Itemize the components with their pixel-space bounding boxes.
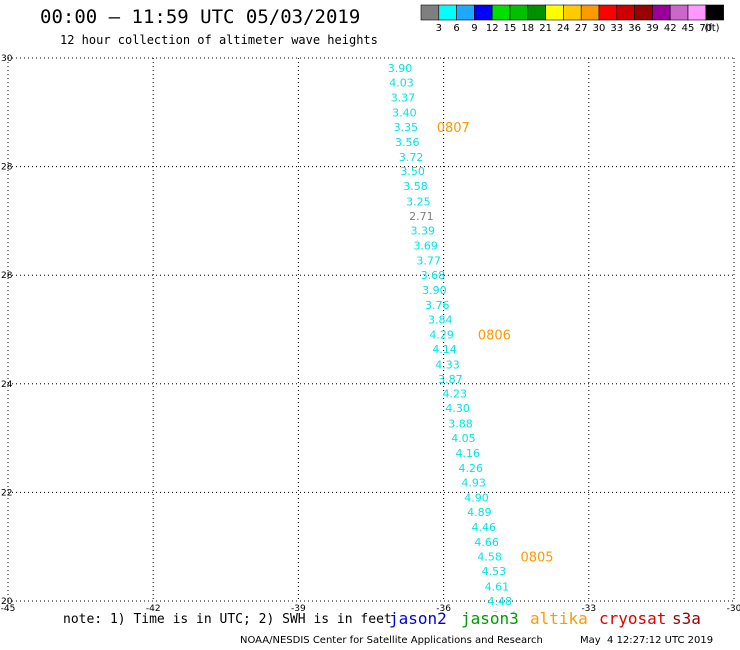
wave-height-value: 4.46 <box>472 521 497 534</box>
wave-height-value: 4.26 <box>458 462 483 475</box>
generation-timestamp: May 4 12:27:12 UTC 2019 <box>580 635 714 646</box>
y-tick-label: 22 <box>1 488 12 498</box>
y-tick-label: 28 <box>1 271 13 281</box>
wave-height-value: 5.04 <box>492 610 517 612</box>
wave-height-value: 3.69 <box>413 239 438 252</box>
x-tick-label: -45 <box>1 604 16 612</box>
wave-height-value: 4.29 <box>429 328 454 341</box>
y-tick-label: 30 <box>1 54 13 64</box>
x-tick-label: -33 <box>581 604 596 612</box>
y-tick-label: 24 <box>1 380 13 390</box>
wave-height-value: 4.61 <box>485 580 510 593</box>
wave-height-value: 3.68 <box>421 269 446 282</box>
footnote: note: 1) Time is in UTC; 2) SWH is in fe… <box>63 612 392 627</box>
wave-height-value: 3.39 <box>411 225 436 238</box>
wave-height-value: 3.58 <box>403 180 428 193</box>
satellite-altika-label: altika <box>530 609 588 628</box>
wave-height-value: 3.90 <box>422 284 447 297</box>
wave-height-value: 3.37 <box>391 92 416 105</box>
wave-height-value: 4.93 <box>461 477 486 490</box>
colorbar-tick-label: 6 <box>453 23 459 34</box>
credit-line: NOAA/NESDIS Center for Satellite Applica… <box>240 635 543 646</box>
x-tick-label: -39 <box>291 604 306 612</box>
altimeter-map-plot: -45 -42 -39 -36 -33 -302022242828303.904.033.… <box>1 54 740 612</box>
wave-height-value: 3.35 <box>394 121 419 134</box>
wave-height-value: 4.58 <box>477 550 502 563</box>
x-tick-label: -30 <box>727 604 740 612</box>
wave-height-value: 3.87 <box>438 373 463 386</box>
wave-height-value: 3.90 <box>388 62 413 75</box>
wave-height-value: 3.72 <box>399 151 424 164</box>
wave-height-value: 4.33 <box>435 358 460 371</box>
wave-height-value: 3.84 <box>428 314 453 327</box>
colorbar-tick-label: 3 <box>436 23 442 34</box>
colorbar-tick-label: 33 <box>610 23 623 34</box>
wave-height-value: 3.77 <box>416 255 441 268</box>
wave-height-value: 3.50 <box>400 165 425 178</box>
track-time-label: 0806 <box>478 328 511 343</box>
wave-height-value: 3.25 <box>406 195 431 208</box>
wave-height-value: 4.23 <box>442 388 467 401</box>
colorbar-tick-label: 36 <box>628 23 641 34</box>
colorbar-unit-label: (ft) <box>705 23 720 34</box>
satellite-jason2-label: jason2 <box>389 609 447 628</box>
colorbar-tick-label: 30 <box>593 23 606 34</box>
wave-height-value: 4.05 <box>451 432 476 445</box>
track-time-label: 0805 <box>520 550 553 565</box>
wave-height-value: 3.56 <box>395 136 420 149</box>
colorbar-tick-label: 45 <box>682 23 695 34</box>
wave-height-value: 4.53 <box>482 565 507 578</box>
chart-title: 00:00 – 11:59 UTC 05/03/2019 <box>40 6 361 28</box>
colorbar-tick-label: 18 <box>521 23 534 34</box>
wave-height-value: 3.76 <box>425 299 450 312</box>
wave-height-value: 4.89 <box>467 506 492 519</box>
colorbar-swatch <box>705 4 724 21</box>
x-tick-label: -36 <box>436 604 451 612</box>
y-tick-label: 20 <box>1 597 13 607</box>
colorbar-tick-label: 42 <box>664 23 677 34</box>
colorbar-tick-label: 12 <box>486 23 499 34</box>
y-tick-label: 28 <box>1 163 13 173</box>
wave-height-value: 2.71 <box>409 210 434 223</box>
x-tick-label: -42 <box>146 604 161 612</box>
colorbar-tick-label: 24 <box>557 23 570 34</box>
satellite-s3a-label: s3a <box>672 609 701 628</box>
wave-height-value: 4.16 <box>456 447 481 460</box>
colorbar-tick-label: 27 <box>575 23 588 34</box>
wave-height-value: 4.66 <box>474 536 499 549</box>
colorbar-tick-label: 39 <box>646 23 659 34</box>
track-time-label: 0807 <box>437 121 470 136</box>
satellite-jason3-label: jason3 <box>461 609 519 628</box>
wave-height-value: 3.88 <box>448 417 473 430</box>
wave-height-value: 4.90 <box>464 491 489 504</box>
colorbar-tick-label: 21 <box>539 23 552 34</box>
wave-height-value: 4.14 <box>432 343 457 356</box>
colorbar-tick-label: 15 <box>504 23 517 34</box>
wave-height-value: 4.03 <box>389 76 414 89</box>
colorbar-tick-label: 9 <box>471 23 477 34</box>
color-scale-legend: 3 6 9 12 15 18 21 24 27 30 33 36 39 42 45 70(ft) <box>420 4 724 34</box>
wave-height-value: 3.40 <box>392 106 417 119</box>
colorbar-tick-label: 70 <box>699 23 712 34</box>
satellite-cryosat-label: cryosat <box>599 609 667 628</box>
chart-subtitle: 12 hour collection of altimeter wave hei… <box>60 33 378 47</box>
wave-height-value: 4.48 <box>487 595 512 608</box>
wave-height-value: 4.30 <box>445 402 470 415</box>
